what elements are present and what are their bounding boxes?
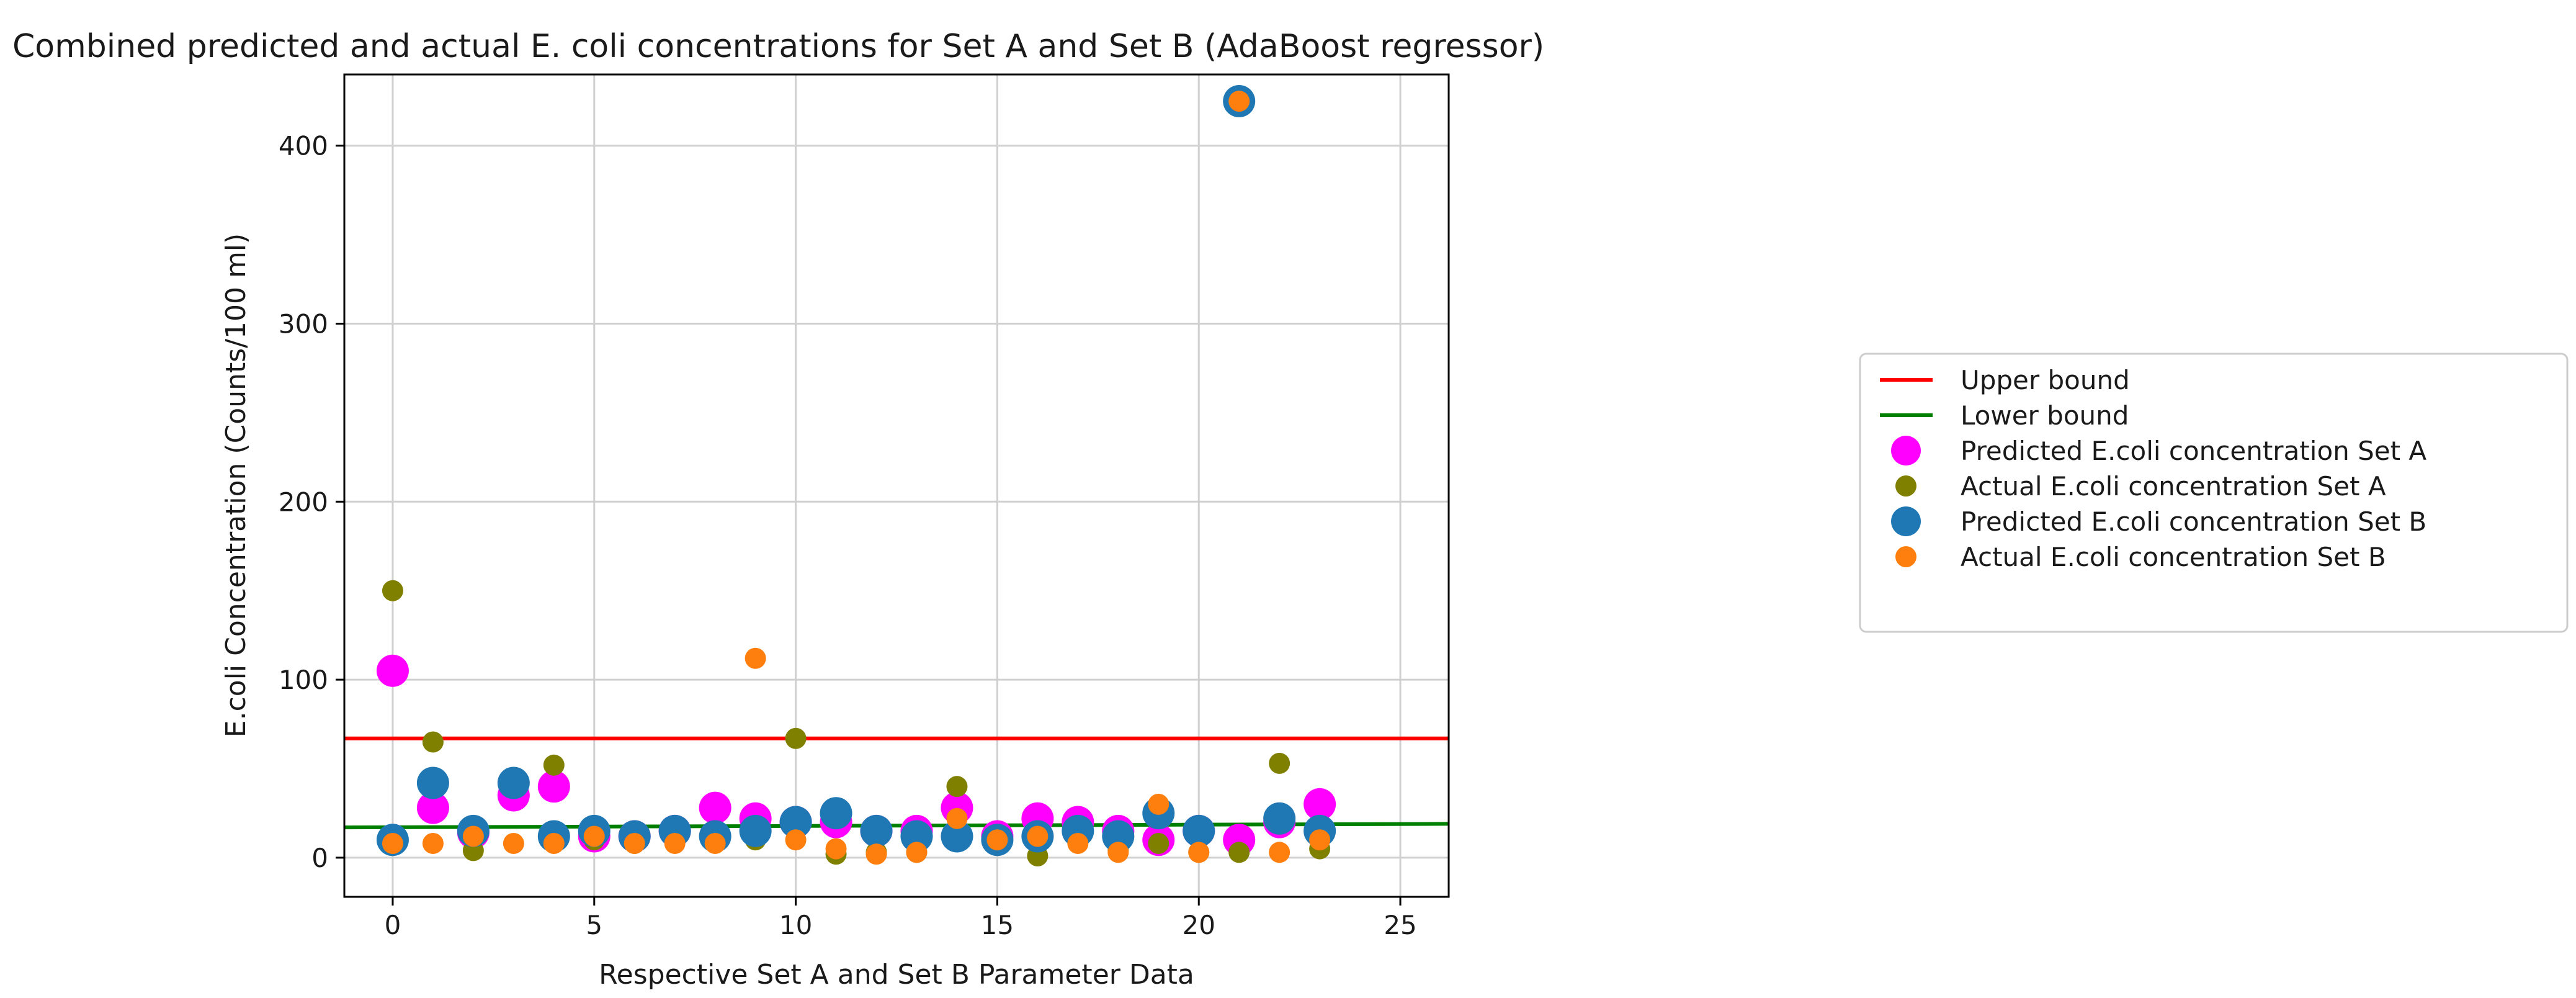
series-4-point bbox=[986, 829, 1008, 851]
series-4-point bbox=[382, 832, 403, 854]
series-4-point bbox=[1269, 842, 1290, 863]
series-4-point bbox=[825, 838, 847, 860]
series-3-point bbox=[416, 766, 449, 799]
series-4-point bbox=[664, 832, 686, 854]
series-4-point bbox=[422, 832, 444, 854]
x-tick-label: 5 bbox=[586, 910, 602, 940]
legend-marker-swatch bbox=[1895, 475, 1916, 497]
series-3-point bbox=[941, 820, 973, 853]
series-4-point bbox=[1027, 825, 1049, 847]
axis-ticks: 0 5 10 15 20 25 0 100 200 300 400 bbox=[279, 131, 1417, 940]
legend-entry-label: Upper bound bbox=[1961, 365, 2130, 395]
series-4-point bbox=[1067, 832, 1089, 854]
series-2-point bbox=[382, 580, 403, 601]
x-tick-label: 25 bbox=[1384, 910, 1416, 940]
plot-frame bbox=[344, 74, 1449, 897]
series-1-point bbox=[699, 791, 731, 824]
series-4-point bbox=[1148, 793, 1169, 815]
series-4-point bbox=[1309, 829, 1331, 851]
legend-entry-label: Lower bound bbox=[1961, 400, 2129, 431]
plot-area: 0 5 10 15 20 25 0 100 200 300 400 bbox=[279, 73, 1450, 940]
series-2-point bbox=[1228, 842, 1250, 863]
legend-entry-label: Predicted E.coli concentration Set A bbox=[1961, 436, 2426, 466]
y-tick-label: 200 bbox=[279, 487, 328, 517]
y-tick-label: 0 bbox=[311, 843, 328, 873]
y-axis-label: E.coli Concentration (Counts/100 ml) bbox=[220, 233, 252, 737]
series-4-point bbox=[1188, 842, 1210, 863]
legend-entry-label: Actual E.coli concentration Set B bbox=[1961, 542, 2386, 572]
series-2-point bbox=[422, 731, 444, 753]
series-4-point bbox=[704, 832, 726, 854]
series-2-point bbox=[543, 754, 565, 776]
x-tick-label: 0 bbox=[385, 910, 401, 940]
y-tick-label: 300 bbox=[279, 309, 328, 339]
series-4-point bbox=[624, 832, 645, 854]
legend-marker-swatch bbox=[1895, 546, 1916, 567]
series-3-point bbox=[779, 806, 812, 838]
series-1-point bbox=[1304, 788, 1336, 820]
chart-title: Combined predicted and actual E. coli co… bbox=[12, 28, 1544, 65]
series-4-point bbox=[906, 842, 928, 863]
series-3-point bbox=[1102, 820, 1135, 853]
series-2-point bbox=[1269, 752, 1290, 774]
series-4-point bbox=[1107, 842, 1129, 863]
y-tick-label: 400 bbox=[279, 131, 328, 161]
series-3-point bbox=[739, 814, 772, 847]
series-4-point bbox=[1228, 91, 1250, 112]
x-axis-label: Respective Set A and Set B Parameter Dat… bbox=[599, 959, 1194, 991]
series-4-point bbox=[865, 843, 887, 865]
plot-border bbox=[343, 73, 1450, 898]
series-4-point bbox=[462, 825, 484, 847]
series-1-point bbox=[376, 654, 409, 687]
series-2-point bbox=[946, 776, 968, 798]
series-3-point bbox=[900, 820, 933, 853]
series-3-point bbox=[1183, 814, 1215, 847]
series-3-point bbox=[497, 766, 530, 799]
grid bbox=[344, 74, 1449, 897]
series-1-point bbox=[537, 770, 570, 803]
y-tick-label: 100 bbox=[279, 665, 328, 695]
x-tick-label: 10 bbox=[779, 910, 812, 940]
series-4-point bbox=[543, 832, 565, 854]
data-points bbox=[376, 85, 1336, 867]
series-2-point bbox=[785, 727, 807, 749]
series-1-point bbox=[416, 791, 449, 824]
legend-marker-swatch bbox=[1891, 436, 1921, 465]
legend-marker-swatch bbox=[1891, 506, 1921, 536]
series-4-point bbox=[946, 807, 968, 829]
legend-entry-label: Actual E.coli concentration Set A bbox=[1961, 471, 2386, 501]
x-tick-label: 20 bbox=[1182, 910, 1215, 940]
x-tick-label: 15 bbox=[981, 910, 1014, 940]
series-3-point bbox=[1263, 802, 1296, 835]
series-4-point bbox=[745, 647, 766, 669]
series-2-point bbox=[1148, 832, 1169, 854]
series-4-point bbox=[583, 825, 605, 847]
series-4-point bbox=[785, 829, 807, 851]
series-3-point bbox=[860, 814, 893, 847]
series-3-point bbox=[820, 797, 852, 830]
legend-box bbox=[1859, 353, 2569, 633]
legend: Upper bound Lower bound Predicted E.coli c… bbox=[1859, 353, 2569, 633]
legend-entry-label: Predicted E.coli concentration Set B bbox=[1961, 506, 2426, 537]
series-4-point bbox=[503, 832, 524, 854]
